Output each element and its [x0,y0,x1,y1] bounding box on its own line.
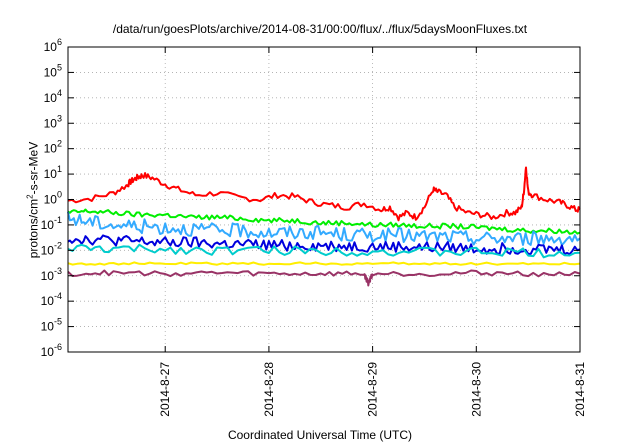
y-tick-label: 102 [44,139,62,156]
y-tick-label: 10-2 [41,240,62,257]
series-lines [67,166,581,287]
y-tick-label: 101 [44,164,62,181]
y-tick-label: 106 [44,37,62,54]
y-tick-label: 10-5 [41,317,62,334]
series-line [67,269,581,287]
y-tick-label: 10-4 [41,291,62,308]
x-tick-label: 2014-8-29 [366,362,380,417]
grid-lines [68,47,580,352]
series-line [67,243,581,259]
y-tick-label: 10-6 [41,342,62,359]
x-axis-ticks: 2014-8-27 2014-8-28 2014-8-29 2014-8-30 2014… [158,47,587,417]
series-line [67,234,581,256]
y-tick-label: 103 [44,113,62,130]
y-tick-label: 104 [44,88,62,105]
series-line [67,166,581,222]
series-line [67,211,581,246]
y-tick-label: 10-1 [41,215,62,232]
y-axis-label-post: -s-sr-MeV [26,141,41,195]
x-tick-label: 2014-8-28 [262,362,276,417]
y-tick-label: 105 [44,62,62,79]
x-axis-label: Coordinated Universal Time (UTC) [227,428,413,442]
x-tick-label: 2014-8-30 [469,362,483,417]
y-axis-ticks: 10-6 10-5 10-4 10-3 10-2 10-1 100 101 102 103 104 1… [41,37,580,359]
x-tick-label: 2014-8-27 [158,362,172,417]
y-tick-label: 10-3 [41,266,62,283]
y-axis-label-pre: protons/cm [26,198,41,259]
y-axis-label-sup: 2 [25,194,35,199]
chart-title: /data/run/goesPlots/archive/2014-08-31/0… [112,22,528,36]
series-line [67,261,581,266]
x-tick-label: 2014-8-31 [573,362,587,417]
series-line [67,208,581,235]
y-tick-label: 100 [44,190,62,207]
